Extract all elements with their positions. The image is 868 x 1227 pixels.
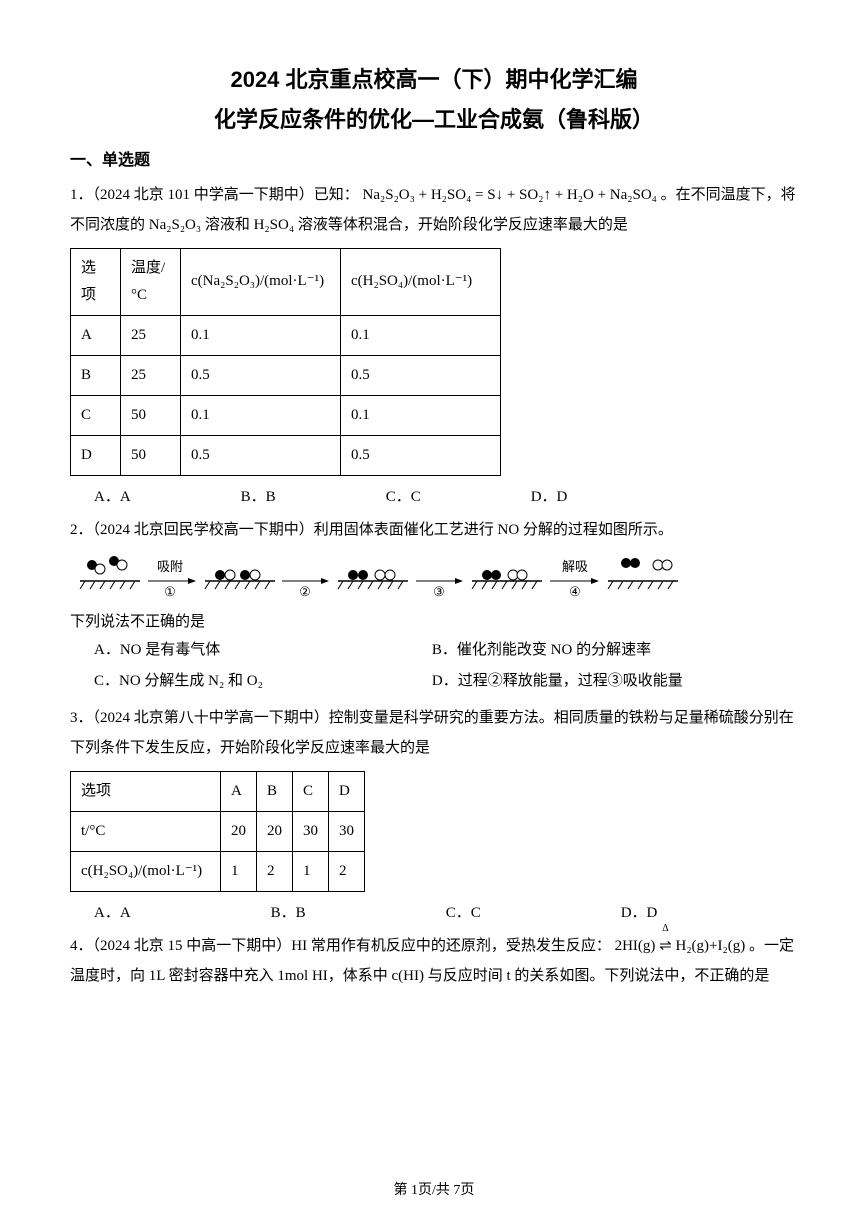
q1-equation: Na₂S₂O₃ + H₂SO₄ = S↓ + SO₂↑ + H₂O + Na₂S… xyxy=(363,187,657,203)
svg-text:①: ① xyxy=(164,584,176,599)
svg-text:吸附: 吸附 xyxy=(157,559,183,574)
option-c: C．C xyxy=(386,484,421,511)
option-d: D．D xyxy=(531,484,568,511)
cell: 1 xyxy=(293,851,329,891)
cell: 50 xyxy=(121,395,181,435)
table-row: c(H₂SO₄)/(mol·L⁻¹) 1 2 1 2 xyxy=(71,851,365,891)
q3-options: A．A B．B C．C D．D xyxy=(70,900,798,927)
arrow-3: ③ xyxy=(416,581,462,599)
table-row: D 50 0.5 0.5 xyxy=(71,435,501,475)
q1-options: A．A B．B C．C D．D xyxy=(70,484,798,511)
table-row: t/°C 20 20 30 30 xyxy=(71,811,365,851)
cell: 25 xyxy=(121,315,181,355)
cell: 30 xyxy=(329,811,365,851)
stage-3 xyxy=(338,570,408,589)
arrow-2: ② xyxy=(282,581,328,599)
q4-stem-prefix: 4．（2024 北京 15 中高一下期中）HI 常用作有机反应中的还原剂，受热发… xyxy=(70,938,611,954)
cell: 0.5 xyxy=(181,355,341,395)
question-1: 1．（2024 北京 101 中学高一下期中）已知： Na₂S₂O₃ + H₂S… xyxy=(70,180,798,240)
q3-rh-2: c(H₂SO₄)/(mol·L⁻¹) xyxy=(71,851,221,891)
arrow-adsorb: 吸附 ① xyxy=(148,559,195,599)
q3-table: 选项 A B C D t/°C 20 20 30 30 c(H₂SO₄)/(mo… xyxy=(70,771,365,892)
q2-post-stem: 下列说法不正确的是 xyxy=(70,607,798,637)
cell: 0.1 xyxy=(341,395,501,435)
q1-th-3: c(H₂SO₄)/(mol·L⁻¹) xyxy=(341,248,501,315)
cell: D xyxy=(329,771,365,811)
page-title-main: 2024 北京重点校高一（下）期中化学汇编 xyxy=(70,60,798,100)
option-a: A．NO 是有毒气体 xyxy=(94,637,432,664)
cell: 30 xyxy=(293,811,329,851)
table-header-row: 选项 温度/°C c(Na₂S₂O₃)/(mol·L⁻¹) c(H₂SO₄)/(… xyxy=(71,248,501,315)
option-a: A．A xyxy=(94,484,131,511)
cell: 1 xyxy=(221,851,257,891)
cell: 20 xyxy=(221,811,257,851)
option-b: B．B xyxy=(241,484,276,511)
option-d: D．过程②释放能量，过程③吸收能量 xyxy=(432,668,770,695)
q4-equation: 2HI(g) ⇌Δ H₂(g)+I₂(g) xyxy=(615,938,746,954)
table-row: 选项 A B C D xyxy=(71,771,365,811)
q1-table: 选项 温度/°C c(Na₂S₂O₃)/(mol·L⁻¹) c(H₂SO₄)/(… xyxy=(70,248,501,476)
cell: 0.1 xyxy=(341,315,501,355)
page-footer: 第 1页/共 7页 xyxy=(0,1178,868,1203)
svg-text:④: ④ xyxy=(569,584,581,599)
stage-4 xyxy=(472,570,542,589)
q2-stem: 2．（2024 北京回民学校高一下期中）利用固体表面催化工艺进行 NO 分解的过… xyxy=(70,522,673,538)
cell: 0.1 xyxy=(181,315,341,355)
svg-text:③: ③ xyxy=(433,584,445,599)
cell: C xyxy=(293,771,329,811)
q2-diagram: 吸附 ① ② ③ 解吸 ④ xyxy=(70,551,710,601)
cell: C xyxy=(71,395,121,435)
cell: A xyxy=(221,771,257,811)
cell: 25 xyxy=(121,355,181,395)
q1-th-2: c(Na₂S₂O₃)/(mol·L⁻¹) xyxy=(181,248,341,315)
cell: 2 xyxy=(257,851,293,891)
question-4: 4．（2024 北京 15 中高一下期中）HI 常用作有机反应中的还原剂，受热发… xyxy=(70,931,798,991)
cell: 0.1 xyxy=(181,395,341,435)
cell: 0.5 xyxy=(341,355,501,395)
stage-2 xyxy=(205,570,275,589)
table-row: C 50 0.1 0.1 xyxy=(71,395,501,435)
cell: D xyxy=(71,435,121,475)
table-row: B 25 0.5 0.5 xyxy=(71,355,501,395)
cell: 0.5 xyxy=(181,435,341,475)
cell: A xyxy=(71,315,121,355)
svg-text:②: ② xyxy=(299,584,311,599)
option-d: D．D xyxy=(621,900,658,927)
cell: B xyxy=(71,355,121,395)
q3-rh-1: t/°C xyxy=(71,811,221,851)
option-b: B．B xyxy=(271,900,306,927)
cell: B xyxy=(257,771,293,811)
section-heading: 一、单选题 xyxy=(70,147,798,176)
stage-1 xyxy=(80,556,140,589)
cell: 20 xyxy=(257,811,293,851)
cell: 50 xyxy=(121,435,181,475)
q1-th-1: 温度/°C xyxy=(121,248,181,315)
q2-options: A．NO 是有毒气体 B．催化剂能改变 NO 的分解速率 C．NO 分解生成 N… xyxy=(70,637,798,699)
question-3: 3．（2024 北京第八十中学高一下期中）控制变量是科学研究的重要方法。相同质量… xyxy=(70,703,798,763)
question-2: 2．（2024 北京回民学校高一下期中）利用固体表面催化工艺进行 NO 分解的过… xyxy=(70,515,798,545)
q1-th-0: 选项 xyxy=(71,248,121,315)
cell: 0.5 xyxy=(341,435,501,475)
stage-5 xyxy=(608,558,678,589)
q3-rh-0: 选项 xyxy=(71,771,221,811)
cell: 2 xyxy=(329,851,365,891)
q1-stem-prefix: 1．（2024 北京 101 中学高一下期中）已知： xyxy=(70,187,359,203)
option-a: A．A xyxy=(94,900,131,927)
option-c: C．C xyxy=(446,900,481,927)
option-b: B．催化剂能改变 NO 的分解速率 xyxy=(432,637,770,664)
table-row: A 25 0.1 0.1 xyxy=(71,315,501,355)
option-c: C．NO 分解生成 N₂ 和 O₂ xyxy=(94,668,432,695)
svg-text:解吸: 解吸 xyxy=(562,559,588,574)
page-title-sub: 化学反应条件的优化—工业合成氨（鲁科版） xyxy=(70,100,798,140)
arrow-desorb: 解吸 ④ xyxy=(550,559,598,599)
